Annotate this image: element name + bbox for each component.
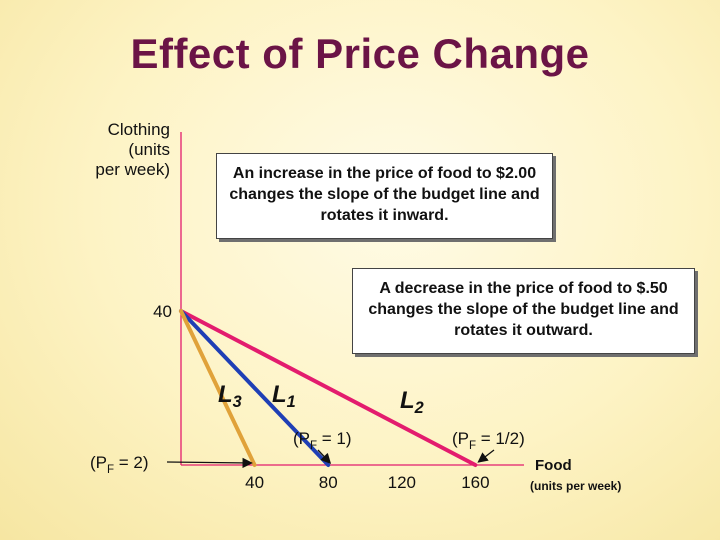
y-axis-label-line-2: (units (128, 140, 170, 159)
x-tick-label: 40 (245, 473, 264, 492)
arrow-l2-intercept (477, 449, 495, 463)
x-axis-label: Food (535, 457, 572, 474)
budget-line-l2 (179, 309, 478, 467)
y-tick-label: 40 (153, 302, 172, 321)
y-axis-label-line-1: Clothing (107, 120, 170, 139)
x-tick-label: 120 (388, 473, 416, 492)
series-label-l2: L2 (400, 387, 424, 417)
x-tick-label: 160 (461, 473, 489, 492)
series-label-l1: L1 (272, 381, 296, 411)
arrow-l3-intercept (166, 457, 253, 469)
callout-price-increase: An increase in the price of food to $2.0… (216, 153, 553, 239)
x-axis-units-label: (units per week) (530, 479, 621, 493)
series-label-l3: L3 (218, 381, 242, 411)
price-label-l1: (PF = 1) (293, 429, 352, 452)
budget-line-l3 (179, 309, 257, 467)
page-title: Effect of Price Change (130, 30, 590, 77)
y-axis-label-line-3: per week) (95, 160, 170, 179)
price-label-l2: (PF = 1/2) (452, 429, 525, 452)
budget-line-l1 (179, 309, 331, 467)
callout-price-decrease: A decrease in the price of food to $.50 … (352, 268, 695, 354)
x-tick-label: 80 (319, 473, 338, 492)
arrow-l1-intercept (317, 449, 332, 464)
price-label-l3: (PF = 2) (90, 453, 149, 476)
y-axis-label: Clothing (units per week) (70, 120, 170, 180)
